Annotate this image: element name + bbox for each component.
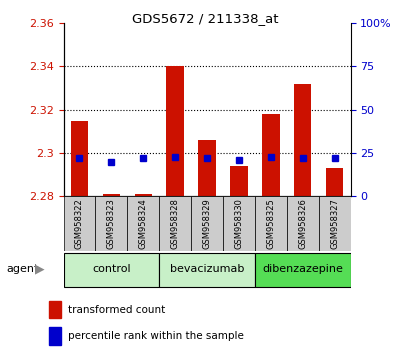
Bar (102, 194, 120, 196)
Bar (254, 196, 286, 251)
Bar (318, 196, 350, 251)
Text: GSM958327: GSM958327 (329, 199, 338, 249)
Bar (325, 168, 343, 196)
Text: GSM958329: GSM958329 (202, 199, 211, 249)
Bar (254, 253, 350, 287)
Bar (222, 196, 254, 251)
Text: GSM958326: GSM958326 (297, 199, 306, 249)
Text: control: control (92, 264, 130, 274)
Text: percentile rank within the sample: percentile rank within the sample (67, 331, 243, 341)
Bar (159, 196, 191, 251)
Bar (127, 196, 159, 251)
Text: ▶: ▶ (35, 263, 45, 276)
Bar (166, 67, 184, 196)
Text: GSM958323: GSM958323 (107, 199, 116, 249)
Text: GSM958328: GSM958328 (170, 199, 179, 249)
Bar (134, 194, 152, 196)
Bar (49, 301, 61, 318)
Text: GSM958325: GSM958325 (266, 199, 275, 249)
Bar (191, 196, 222, 251)
Text: bevacizumab: bevacizumab (169, 264, 244, 274)
Bar (95, 196, 127, 251)
Bar (229, 166, 247, 196)
Bar (261, 114, 279, 196)
Bar (63, 196, 95, 251)
Text: transformed count: transformed count (67, 304, 164, 315)
Bar (49, 327, 61, 345)
Bar (159, 253, 254, 287)
Text: GSM958330: GSM958330 (234, 199, 243, 249)
Text: GSM958322: GSM958322 (75, 199, 84, 249)
Text: agent: agent (6, 264, 38, 274)
Bar (63, 253, 159, 287)
Bar (286, 196, 318, 251)
Text: dibenzazepine: dibenzazepine (262, 264, 342, 274)
Text: GDS5672 / 211338_at: GDS5672 / 211338_at (131, 12, 278, 25)
Bar (293, 84, 311, 196)
Bar (198, 140, 215, 196)
Bar (70, 121, 88, 196)
Text: GSM958324: GSM958324 (138, 199, 147, 249)
